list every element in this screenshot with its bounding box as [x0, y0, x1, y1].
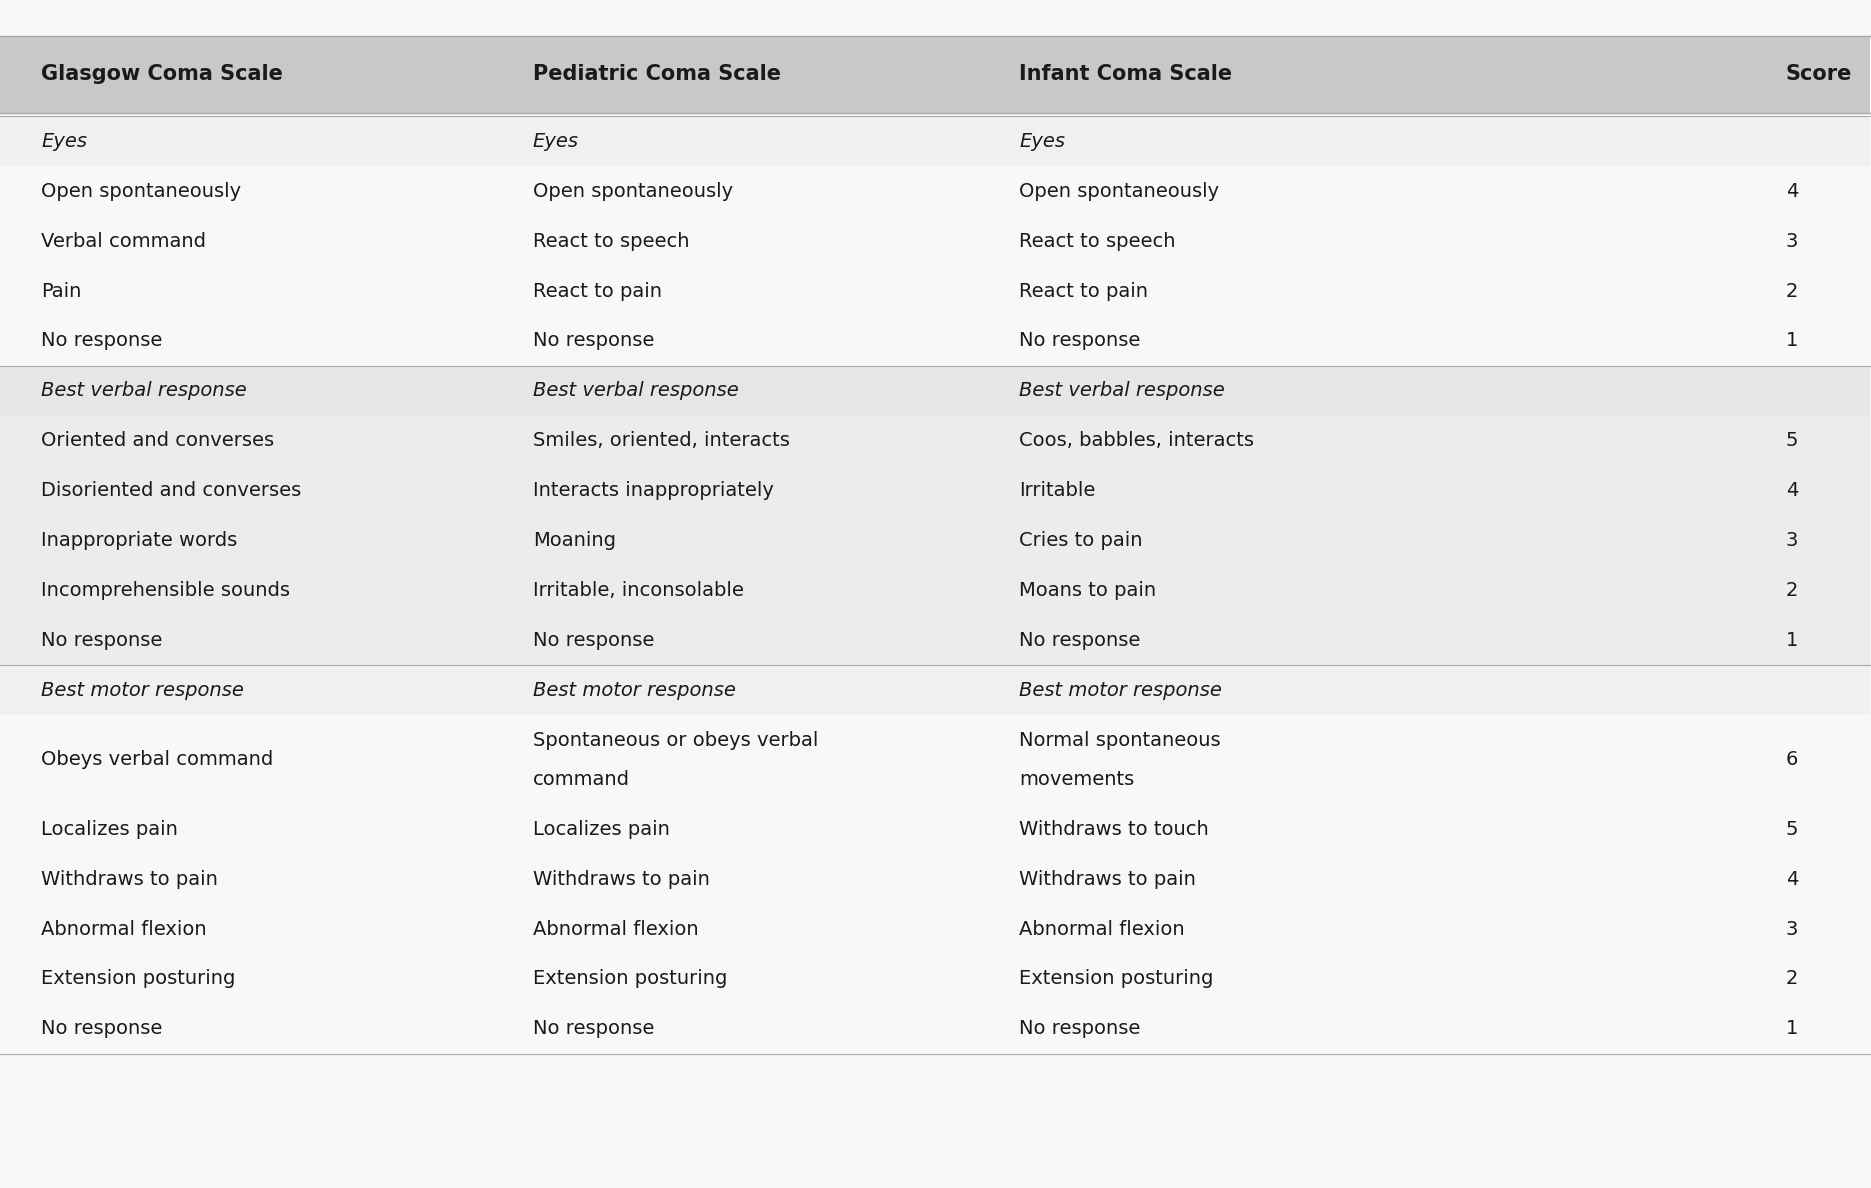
- Text: Smiles, oriented, interacts: Smiles, oriented, interacts: [533, 431, 790, 450]
- Bar: [0, 416, 1869, 466]
- Text: Interacts inappropriately: Interacts inappropriately: [533, 481, 775, 500]
- Text: Moans to pain: Moans to pain: [1020, 581, 1156, 600]
- Text: Coos, babbles, interacts: Coos, babbles, interacts: [1020, 431, 1254, 450]
- Text: Extension posturing: Extension posturing: [1020, 969, 1214, 988]
- Text: Open spontaneously: Open spontaneously: [1020, 182, 1220, 201]
- Text: Glasgow Coma Scale: Glasgow Coma Scale: [41, 64, 283, 84]
- Text: No response: No response: [1020, 331, 1141, 350]
- Text: Best motor response: Best motor response: [533, 681, 735, 700]
- Bar: [0, 466, 1869, 516]
- Bar: [0, 316, 1869, 366]
- Text: Eyes: Eyes: [1020, 132, 1065, 151]
- Text: Disoriented and converses: Disoriented and converses: [41, 481, 301, 500]
- Bar: [0, 804, 1869, 854]
- Text: React to speech: React to speech: [533, 232, 689, 251]
- Text: Best motor response: Best motor response: [41, 681, 243, 700]
- Text: React to pain: React to pain: [1020, 282, 1149, 301]
- Text: Incomprehensible sounds: Incomprehensible sounds: [41, 581, 290, 600]
- Text: 2: 2: [1785, 581, 1798, 600]
- Bar: [0, 166, 1869, 216]
- Bar: [0, 36, 1869, 113]
- Bar: [0, 1004, 1869, 1054]
- Bar: [0, 615, 1869, 665]
- Text: Localizes pain: Localizes pain: [533, 820, 670, 839]
- Text: 2: 2: [1785, 282, 1798, 301]
- Bar: [0, 715, 1869, 804]
- Text: Open spontaneously: Open spontaneously: [41, 182, 241, 201]
- Bar: [0, 216, 1869, 266]
- Text: No response: No response: [41, 331, 163, 350]
- Text: Extension posturing: Extension posturing: [41, 969, 236, 988]
- Bar: [0, 954, 1869, 1004]
- Text: Pain: Pain: [41, 282, 82, 301]
- Text: 4: 4: [1785, 182, 1798, 201]
- Text: Spontaneous or obeys verbal: Spontaneous or obeys verbal: [533, 731, 818, 750]
- Bar: [0, 904, 1869, 954]
- Text: Moaning: Moaning: [533, 531, 616, 550]
- Text: Infant Coma Scale: Infant Coma Scale: [1020, 64, 1233, 84]
- Text: 1: 1: [1785, 331, 1798, 350]
- Text: command: command: [533, 770, 631, 789]
- Text: Best verbal response: Best verbal response: [1020, 381, 1226, 400]
- Text: Withdraws to touch: Withdraws to touch: [1020, 820, 1209, 839]
- Text: Cries to pain: Cries to pain: [1020, 531, 1143, 550]
- Text: Localizes pain: Localizes pain: [41, 820, 178, 839]
- Text: 3: 3: [1785, 232, 1798, 251]
- Text: 1: 1: [1785, 1019, 1798, 1038]
- Text: No response: No response: [533, 631, 655, 650]
- Text: Best motor response: Best motor response: [1020, 681, 1222, 700]
- Text: Withdraws to pain: Withdraws to pain: [533, 870, 709, 889]
- Text: 4: 4: [1785, 870, 1798, 889]
- Text: No response: No response: [533, 1019, 655, 1038]
- Text: Best verbal response: Best verbal response: [41, 381, 247, 400]
- Text: Inappropriate words: Inappropriate words: [41, 531, 238, 550]
- Bar: [0, 516, 1869, 565]
- Text: No response: No response: [1020, 631, 1141, 650]
- Text: No response: No response: [1020, 1019, 1141, 1038]
- Text: Normal spontaneous: Normal spontaneous: [1020, 731, 1220, 750]
- Text: React to speech: React to speech: [1020, 232, 1175, 251]
- Text: 5: 5: [1785, 431, 1798, 450]
- Text: Pediatric Coma Scale: Pediatric Coma Scale: [533, 64, 780, 84]
- Text: React to pain: React to pain: [533, 282, 662, 301]
- Bar: [0, 665, 1869, 715]
- Text: Abnormal flexion: Abnormal flexion: [1020, 920, 1184, 939]
- Bar: [0, 366, 1869, 665]
- Text: movements: movements: [1020, 770, 1134, 789]
- Text: No response: No response: [41, 631, 163, 650]
- Text: Eyes: Eyes: [533, 132, 578, 151]
- Text: Withdraws to pain: Withdraws to pain: [41, 870, 219, 889]
- Text: No response: No response: [41, 1019, 163, 1038]
- Bar: [0, 116, 1869, 366]
- Text: Obeys verbal command: Obeys verbal command: [41, 751, 273, 769]
- Text: Verbal command: Verbal command: [41, 232, 206, 251]
- Text: 2: 2: [1785, 969, 1798, 988]
- Text: Score: Score: [1785, 64, 1852, 84]
- Text: 1: 1: [1785, 631, 1798, 650]
- Text: 6: 6: [1785, 751, 1798, 769]
- Text: No response: No response: [533, 331, 655, 350]
- Bar: [0, 116, 1869, 166]
- Text: 5: 5: [1785, 820, 1798, 839]
- Text: Abnormal flexion: Abnormal flexion: [533, 920, 698, 939]
- Text: Abnormal flexion: Abnormal flexion: [41, 920, 208, 939]
- Bar: [0, 266, 1869, 316]
- Bar: [0, 854, 1869, 904]
- Text: 3: 3: [1785, 920, 1798, 939]
- Text: 4: 4: [1785, 481, 1798, 500]
- Text: Irritable, inconsolable: Irritable, inconsolable: [533, 581, 745, 600]
- Bar: [0, 565, 1869, 615]
- Text: 3: 3: [1785, 531, 1798, 550]
- Text: Eyes: Eyes: [41, 132, 88, 151]
- Text: Best verbal response: Best verbal response: [533, 381, 739, 400]
- Text: Oriented and converses: Oriented and converses: [41, 431, 275, 450]
- Bar: [0, 665, 1869, 1054]
- Text: Irritable: Irritable: [1020, 481, 1095, 500]
- Text: Withdraws to pain: Withdraws to pain: [1020, 870, 1196, 889]
- Text: Extension posturing: Extension posturing: [533, 969, 728, 988]
- Text: Open spontaneously: Open spontaneously: [533, 182, 733, 201]
- Bar: [0, 366, 1869, 416]
